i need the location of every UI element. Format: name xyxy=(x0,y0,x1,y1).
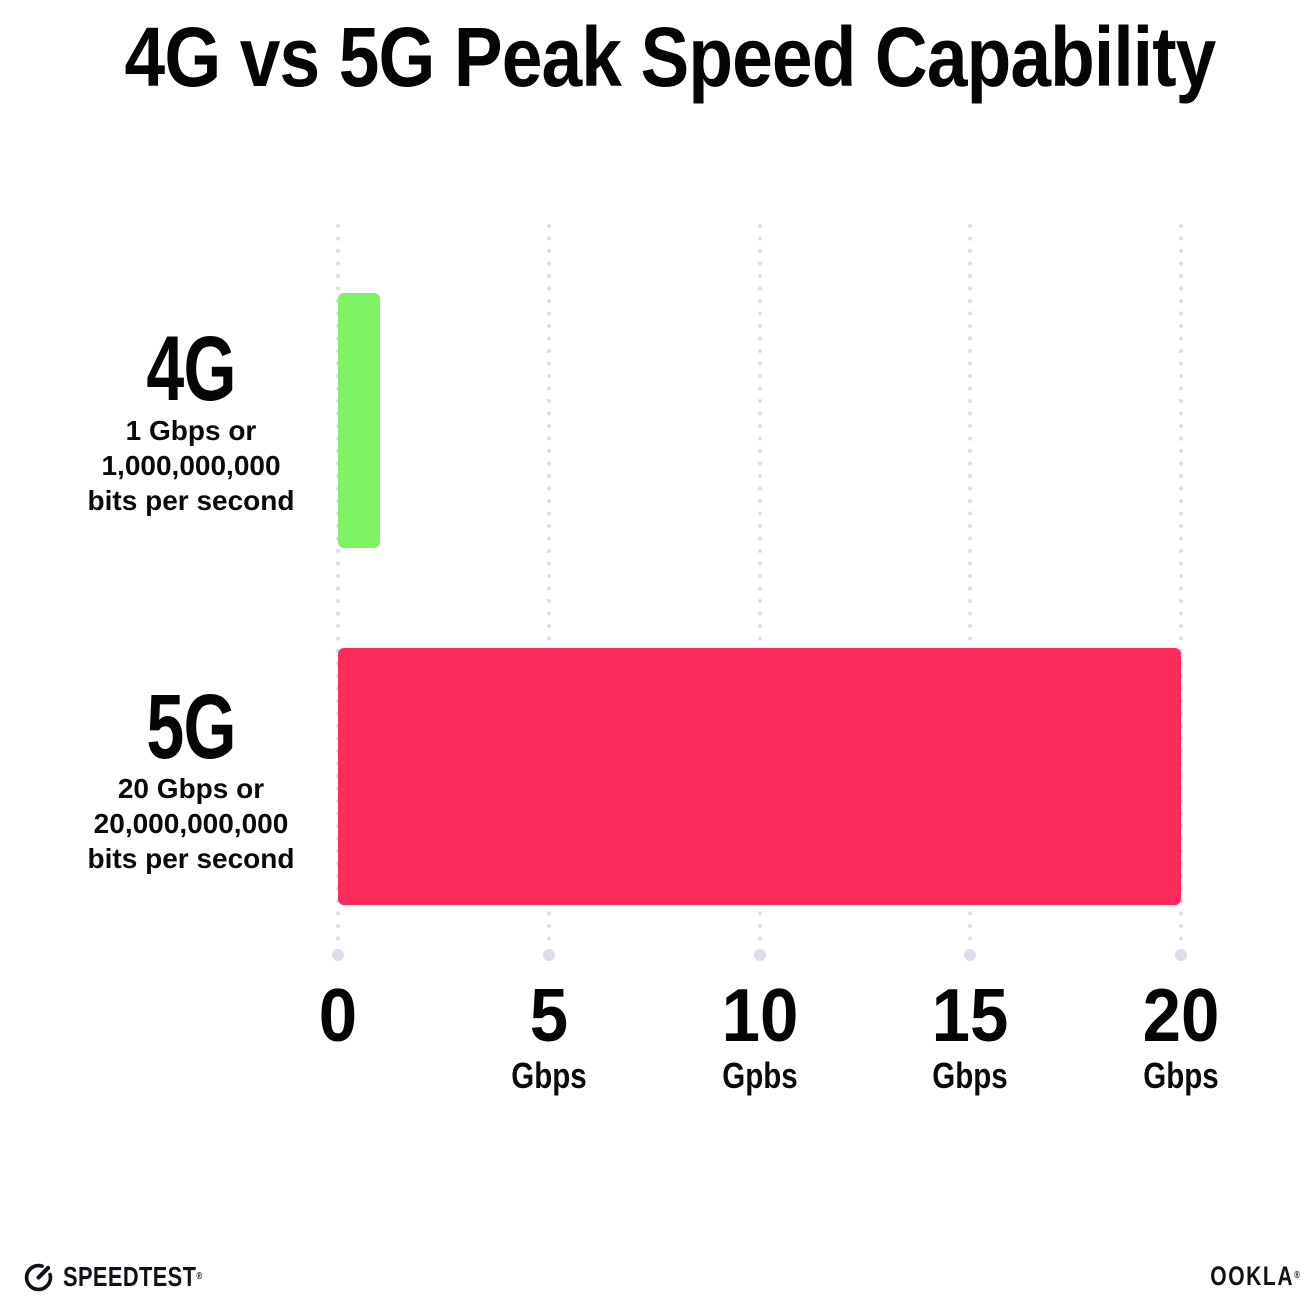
x-tick-0: 0 xyxy=(188,974,488,1058)
gridline xyxy=(1178,223,1184,947)
x-tick-10: 10 Gpbs xyxy=(610,974,910,1094)
x-tick-unit: Gbps xyxy=(511,1055,587,1096)
x-tick-value: 20 xyxy=(1142,973,1220,1057)
category-label-5g: 5G 20 Gbps or 20,000,000,000 bits per se… xyxy=(0,676,411,876)
category-sublabel-line: 20,000,000,000 xyxy=(93,808,289,839)
x-tick-value: 5 xyxy=(529,973,568,1057)
category-sublabel-line: 1,000,000,000 xyxy=(101,450,281,481)
bar-5g xyxy=(338,648,1181,905)
x-tick-15: 15 Gbps xyxy=(820,974,1120,1094)
bar-4g xyxy=(338,293,381,548)
speedtest-trademark: ® xyxy=(196,1271,203,1282)
gridline xyxy=(967,223,974,947)
x-tick-20: 20 Gbps xyxy=(1031,974,1308,1094)
x-tick-value: 15 xyxy=(931,973,1009,1057)
speedtest-gauge-icon xyxy=(22,1261,55,1294)
x-tick-value: 0 xyxy=(318,973,358,1057)
speedtest-wordmark: SPEEDTEST® xyxy=(63,1260,202,1294)
ookla-trademark: ® xyxy=(1294,1270,1300,1281)
category-sublabel-line: 20 Gbps or xyxy=(117,773,265,804)
category-name-4g: 4G xyxy=(146,318,236,420)
category-sublabel-line: 1 Gbps or xyxy=(125,415,257,446)
gridline xyxy=(756,223,763,947)
gridline xyxy=(545,223,552,947)
category-name-5g: 5G xyxy=(146,676,236,778)
category-label-4g: 4G 1 Gbps or 1,000,000,000 bits per seco… xyxy=(0,318,411,518)
chart-title: 4G vs 5G Peak Speed Capability xyxy=(124,10,1217,104)
gridline-end-dot xyxy=(1175,949,1187,961)
category-sublabel-line: bits per second xyxy=(87,485,295,516)
gridline-end-dot xyxy=(542,949,555,961)
ookla-logo: OOKLA® xyxy=(1210,1261,1300,1291)
gridline xyxy=(335,223,341,947)
ookla-wordmark-text: OOKLA xyxy=(1210,1261,1295,1291)
speedtest-logo: SPEEDTEST® xyxy=(22,1260,241,1294)
x-tick-unit: Gpbs xyxy=(721,1055,798,1096)
category-sublabel-line: bits per second xyxy=(87,843,295,874)
x-tick-5: 5 Gbps xyxy=(399,974,699,1094)
gridline-end-dot xyxy=(964,949,977,961)
gridline-end-dot xyxy=(753,949,766,961)
x-tick-unit: Gbps xyxy=(1143,1055,1219,1096)
gridline-end-dot xyxy=(332,949,344,961)
x-tick-value: 10 xyxy=(721,973,798,1057)
speedtest-wordmark-text: SPEEDTEST xyxy=(63,1261,197,1292)
x-tick-unit: Gbps xyxy=(932,1055,1008,1096)
